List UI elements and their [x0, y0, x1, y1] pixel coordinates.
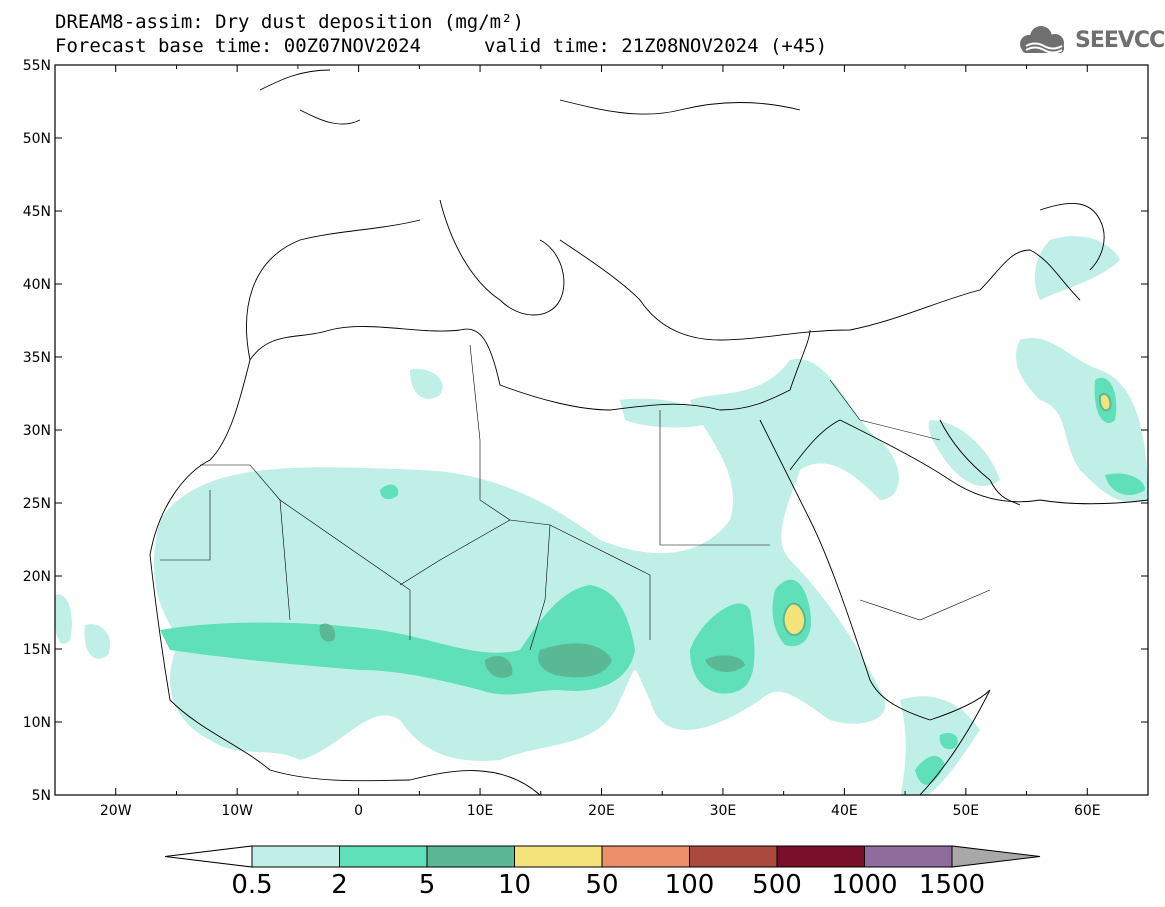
lat-tick-label: 15N — [23, 642, 51, 658]
map-title: DREAM8-assim: Dry dust deposition (mg/m²… — [55, 11, 524, 33]
lon-tick-label: 60E — [1074, 803, 1101, 819]
lat-tick-label: 55N — [23, 58, 51, 74]
coastlines — [149, 69, 1148, 795]
lat-tick-label: 25N — [23, 496, 51, 512]
lat-tick-label: 20N — [23, 569, 51, 585]
lon-tick-label: 50E — [952, 803, 979, 819]
colorbar-over-triangle — [951, 845, 1041, 868]
colorbar-label: 500 — [752, 870, 802, 900]
colorbar-box — [251, 845, 340, 868]
lon-tick-label: 10E — [467, 803, 494, 819]
colorbar-label: 1500 — [919, 870, 985, 900]
dust-level-0-5 — [55, 236, 1148, 795]
latitude-ticks: 55N 50N 45N 40N 35N 30N 25N 20N 15N 10N 5N — [23, 58, 1148, 804]
colorbar-label: 1000 — [831, 870, 897, 900]
lon-tick-label: 20W — [100, 803, 132, 819]
lat-tick-label: 30N — [23, 423, 51, 439]
lon-tick-label: 10W — [221, 803, 253, 819]
colorbar-box — [339, 845, 428, 868]
colorbar-label: 2 — [331, 870, 348, 900]
seevccc-logo-icon — [1020, 26, 1064, 54]
lon-tick-label: 30E — [710, 803, 737, 819]
colorbar-label: 5 — [419, 870, 436, 900]
lat-tick-label: 35N — [23, 350, 51, 366]
colorbar-label: 0.5 — [231, 870, 272, 900]
seevccc-logo-text: SEEVCCC — [1075, 28, 1165, 53]
lat-tick-label: 40N — [23, 277, 51, 293]
colorbar-box — [601, 845, 690, 868]
dust-level-5 — [319, 623, 745, 678]
valid-time: valid time: 21Z08NOV2024 (+45) — [484, 35, 828, 57]
colorbar-under-triangle — [164, 845, 253, 868]
colorbar-label: 100 — [665, 870, 715, 900]
colorbar-label: 50 — [585, 870, 618, 900]
lon-tick-label: 0 — [354, 803, 363, 819]
lon-tick-label: 20E — [588, 803, 615, 819]
country-borders — [160, 344, 991, 651]
forecast-base-time: Forecast base time: 00Z07NOV2024 — [55, 35, 422, 57]
colorbar-box — [514, 845, 603, 868]
dust-field — [55, 236, 1148, 795]
colorbar-box — [776, 845, 865, 868]
lat-tick-label: 45N — [23, 204, 51, 220]
dust-level-10 — [782, 392, 1112, 636]
lat-tick-label: 10N — [23, 715, 51, 731]
colorbar-box — [864, 845, 953, 868]
lat-tick-label: 50N — [23, 131, 51, 147]
lat-tick-label: 5N — [32, 788, 51, 804]
colorbar-label: 10 — [498, 870, 531, 900]
colorbar: 0.5 2 5 10 50 100 500 1000 1500 — [164, 845, 1041, 900]
colorbar-box — [689, 845, 778, 868]
longitude-ticks: 20W 10W 0 10E 20E 30E 40E 50E 60E — [100, 65, 1101, 819]
colorbar-box — [426, 845, 515, 868]
lon-tick-label: 40E — [831, 803, 858, 819]
